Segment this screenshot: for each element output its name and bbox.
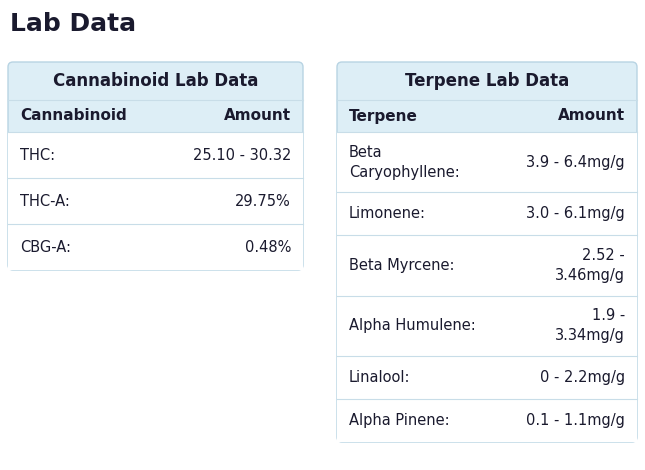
Text: CBG-A:: CBG-A: [20,240,71,254]
Text: THC-A:: THC-A: [20,194,70,209]
Text: 25.10 - 30.32: 25.10 - 30.32 [193,148,291,163]
Text: 0 - 2.2mg/g: 0 - 2.2mg/g [540,370,625,385]
Bar [337,132,637,442]
Text: Terpene Lab Data: Terpene Lab Data [405,72,569,90]
Text: 3.0 - 6.1mg/g: 3.0 - 6.1mg/g [526,206,625,221]
Text: Lab Data: Lab Data [10,12,136,36]
Text: Terpene: Terpene [349,109,418,124]
FancyBboxPatch shape [337,62,637,442]
Text: Beta
Caryophyllene:: Beta Caryophyllene: [349,145,460,180]
Text: Linalool:: Linalool: [349,370,410,385]
Text: 3.9 - 6.4mg/g: 3.9 - 6.4mg/g [526,155,625,170]
Text: Alpha Pinene:: Alpha Pinene: [349,413,450,428]
Text: 2.52 -
3.46mg/g: 2.52 - 3.46mg/g [555,248,625,283]
Text: Cannabinoid Lab Data: Cannabinoid Lab Data [53,72,258,90]
Bar [8,132,303,270]
Text: 1.9 -
3.34mg/g: 1.9 - 3.34mg/g [555,308,625,343]
Text: 0.1 - 1.1mg/g: 0.1 - 1.1mg/g [526,413,625,428]
Text: Beta Myrcene:: Beta Myrcene: [349,258,455,273]
Text: Amount: Amount [558,109,625,124]
Text: 0.48%: 0.48% [244,240,291,254]
FancyBboxPatch shape [8,62,303,270]
Text: Cannabinoid: Cannabinoid [20,109,127,124]
Text: 29.75%: 29.75% [235,194,291,209]
Text: Limonene:: Limonene: [349,206,426,221]
Text: THC:: THC: [20,148,55,163]
Text: Alpha Humulene:: Alpha Humulene: [349,318,476,333]
Text: Amount: Amount [224,109,291,124]
